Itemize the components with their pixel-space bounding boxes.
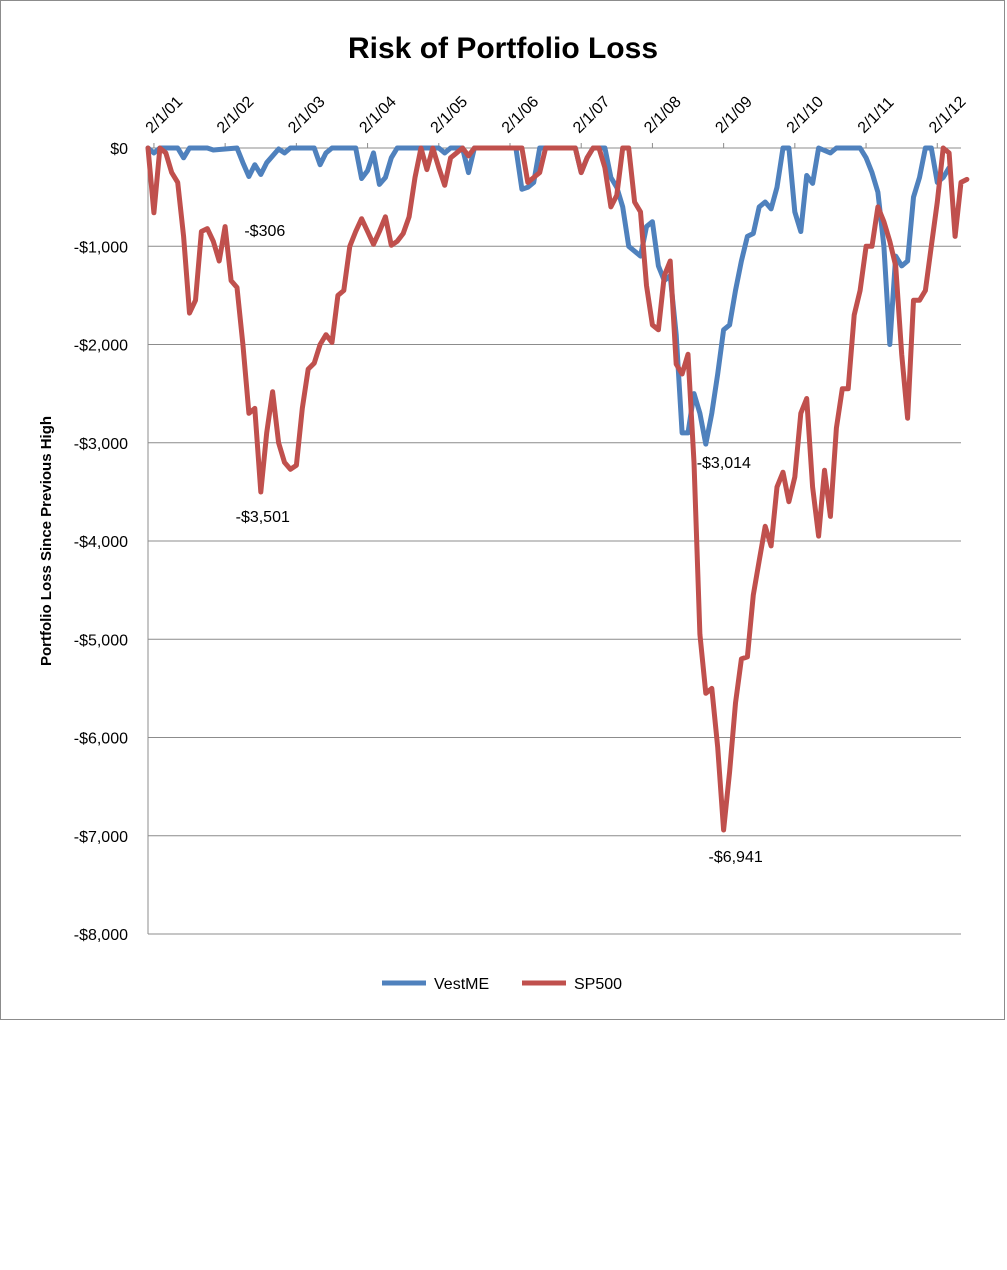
x-tick-label: 2/1/02 xyxy=(214,93,258,137)
y-tick-label: -$8,000 xyxy=(74,927,128,944)
y-tick-label: -$1,000 xyxy=(74,239,128,256)
series-line-vestme xyxy=(145,145,952,447)
x-tick-label: 2/1/12 xyxy=(926,93,970,137)
y-axis-ticks: $0 -$1,000 -$2,000 -$3,000 -$4,000 -$5,000 -$6… xyxy=(74,141,128,944)
x-tick-label: 2/1/03 xyxy=(285,93,329,137)
series-lines xyxy=(145,145,970,833)
data-label: -$306 xyxy=(244,223,285,240)
y-tick-label: -$2,000 xyxy=(74,338,128,355)
x-axis-ticks: 2/1/01 2/1/02 2/1/03 2/1/04 2/1/05 2/1/06 2/1/… xyxy=(143,93,970,148)
x-tick-label: 2/1/05 xyxy=(428,93,472,137)
x-tick-label: 2/1/10 xyxy=(784,93,828,137)
legend-label: VestME xyxy=(434,976,489,993)
legend: VestME SP500 xyxy=(382,976,622,993)
x-tick-label: 2/1/11 xyxy=(855,94,898,137)
x-tick-label: 2/1/07 xyxy=(570,93,614,137)
chart-frame xyxy=(0,0,1005,1020)
x-tick-label: 2/1/04 xyxy=(356,93,400,137)
data-label: -$3,014 xyxy=(697,455,751,472)
legend-label: SP500 xyxy=(574,976,622,993)
series-line-sp500 xyxy=(145,145,970,833)
grid-lines xyxy=(147,147,961,935)
x-tick-label: 2/1/08 xyxy=(641,93,685,137)
y-tick-label: -$3,000 xyxy=(74,436,128,453)
y-axis-label: Portfolio Loss Since Previous High xyxy=(38,416,55,666)
x-tick-label: 2/1/01 xyxy=(143,93,187,137)
y-tick-label: $0 xyxy=(110,141,128,158)
x-tick-label: 2/1/09 xyxy=(712,93,756,137)
chart-title: Risk of Portfolio Loss xyxy=(348,32,658,65)
annotations: -$306 -$3,014 -$3,501 -$6,941 xyxy=(236,223,763,866)
data-label: -$3,501 xyxy=(236,509,290,526)
data-label: -$6,941 xyxy=(708,849,762,866)
y-tick-label: -$4,000 xyxy=(74,534,128,551)
y-tick-label: -$7,000 xyxy=(74,829,128,846)
y-tick-label: -$5,000 xyxy=(74,632,128,649)
y-tick-label: -$6,000 xyxy=(74,731,128,748)
legend-item-sp500: SP500 xyxy=(522,976,622,993)
x-tick-label: 2/1/06 xyxy=(499,93,543,137)
legend-item-vestme: VestME xyxy=(382,976,489,993)
